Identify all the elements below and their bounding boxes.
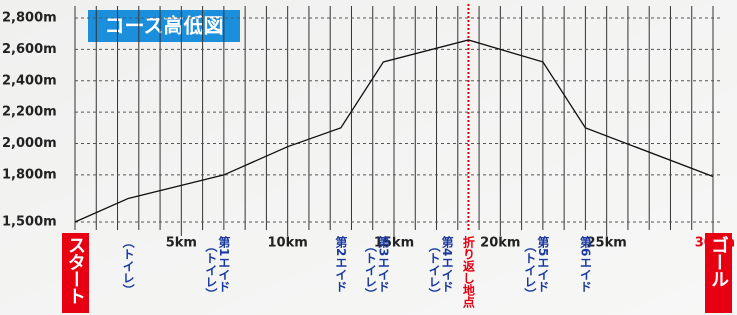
annotation-label: 折り返し地点 [461, 235, 475, 309]
marker-label: スタート [65, 236, 86, 304]
annotation-label: 第3エイド [376, 235, 390, 293]
annotation-label: （トイレ） [121, 236, 135, 296]
y-tick-label: 2,200m [2, 105, 57, 120]
annotation-label: （トイレ） [523, 240, 537, 300]
annotation-label: 第5エイド [536, 235, 550, 293]
x-tick-label: 10km [268, 236, 308, 251]
marker-label: ゴール [708, 235, 729, 287]
page: コース高低図 1,500m 1,800m 2,000m 2,200m 2,400m 2,6… [0, 0, 737, 315]
x-tick-label: 5km [166, 236, 197, 251]
x-tick-label: 25km [587, 236, 627, 251]
annotation-label: （トイレ） [363, 240, 377, 300]
y-tick-label: 2,600m [2, 42, 57, 57]
y-tick-label: 2,800m [2, 11, 57, 26]
annotation-label: 第4エイド [440, 235, 454, 293]
x-tick-label: 20km [480, 236, 520, 251]
annotation-label: （トイレ） [204, 240, 218, 300]
chart-title: コース高低図 [105, 14, 224, 38]
y-tick-label: 1,800m [2, 167, 57, 182]
annotation-label: 第6エイド [578, 235, 592, 293]
annotation-label: （トイレ） [427, 240, 441, 300]
annotation-label: 第1エイド [217, 235, 231, 293]
annotation-label: 第2エイド [334, 235, 348, 293]
y-tick-label: 2,400m [2, 73, 57, 88]
y-tick-label: 1,500m [2, 215, 57, 230]
chart: コース高低図 1,500m 1,800m 2,000m 2,200m 2,400m 2,6… [0, 0, 737, 315]
y-tick-label: 2,000m [2, 136, 57, 151]
